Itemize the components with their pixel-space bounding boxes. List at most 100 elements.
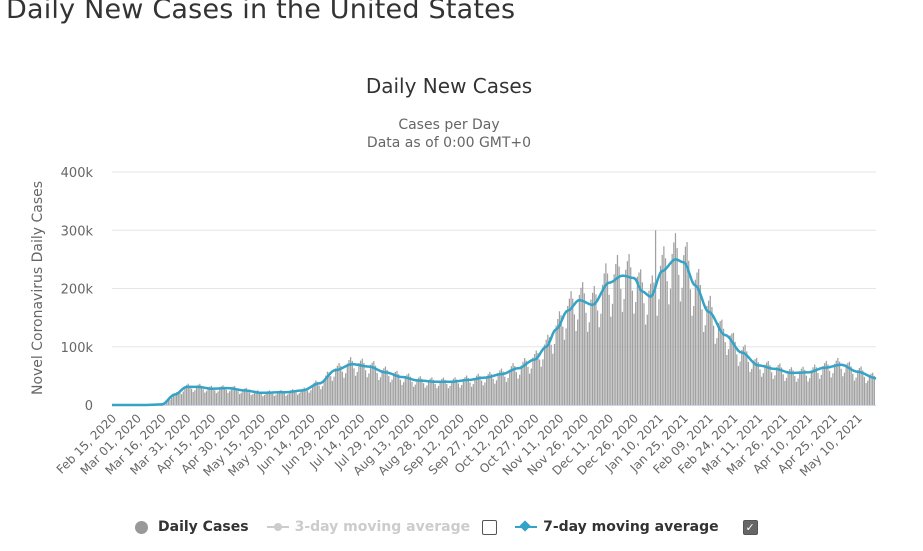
- bar: [187, 383, 189, 405]
- bar: [721, 319, 723, 405]
- bar: [857, 370, 859, 405]
- bar: [328, 372, 330, 405]
- bar: [683, 255, 685, 405]
- bar: [568, 298, 571, 405]
- bar: [250, 395, 252, 405]
- bar: [293, 390, 295, 405]
- bar: [350, 357, 352, 405]
- bar: [761, 376, 763, 405]
- bar: [502, 371, 504, 405]
- bar: [219, 387, 221, 405]
- bar: [600, 313, 602, 405]
- bar: [388, 376, 390, 405]
- bar: [742, 346, 745, 405]
- bar: [767, 360, 769, 405]
- bar: [416, 379, 418, 405]
- bar: [424, 387, 426, 405]
- bar: [413, 386, 415, 405]
- bar: [696, 272, 698, 405]
- bar: [749, 371, 751, 405]
- bar: [638, 272, 640, 405]
- bar: [182, 391, 184, 405]
- bar: [267, 391, 269, 405]
- bar: [837, 357, 839, 405]
- bar: [195, 386, 198, 405]
- bar: [288, 391, 290, 405]
- bar: [605, 263, 607, 405]
- bar: [751, 368, 753, 405]
- bar: [318, 385, 320, 405]
- bar: [529, 373, 531, 405]
- bar: [757, 362, 759, 405]
- bar: [345, 373, 347, 405]
- bar: [326, 371, 329, 405]
- checkbox-7-day-moving-average[interactable]: ✓: [742, 519, 758, 535]
- bar: [308, 392, 310, 405]
- bar: [847, 362, 849, 405]
- bar: [489, 371, 491, 405]
- bar: [394, 371, 397, 405]
- bar: [439, 380, 441, 405]
- bar: [701, 309, 703, 405]
- bar: [814, 364, 816, 405]
- bar: [222, 385, 224, 405]
- bar: [832, 373, 834, 405]
- legend-item-7-day-moving-average[interactable]: 7-day moving average: [515, 519, 719, 535]
- legend-item-daily-cases[interactable]: Daily Cases: [135, 519, 249, 535]
- line-marker-icon: [266, 521, 289, 533]
- bar: [185, 384, 188, 405]
- bar: [722, 328, 725, 405]
- bar: [177, 392, 179, 405]
- bar: [517, 378, 519, 405]
- bar: [620, 288, 622, 405]
- bar: [417, 377, 420, 405]
- bar: [626, 261, 629, 405]
- bar: [765, 362, 768, 405]
- bar: [283, 393, 285, 405]
- bar: [868, 374, 870, 405]
- bar: [593, 286, 595, 405]
- checkbox-3-day-moving-average[interactable]: [482, 519, 498, 535]
- bar: [658, 299, 660, 405]
- bar: [280, 389, 282, 405]
- bar: [762, 373, 764, 405]
- bar: [552, 353, 554, 405]
- bar: [398, 374, 400, 405]
- legend-item-3-day-moving-average[interactable]: 3-day moving average: [266, 519, 470, 535]
- bar: [835, 360, 837, 405]
- y-tick-label: 200k: [61, 283, 94, 298]
- bar: [275, 394, 277, 405]
- bar: [507, 378, 509, 405]
- bar: [477, 373, 479, 405]
- bar: [273, 395, 276, 405]
- bar: [262, 396, 264, 405]
- bar: [547, 334, 549, 405]
- bar: [543, 344, 546, 405]
- bar: [245, 387, 247, 405]
- bar: [189, 385, 191, 405]
- bar: [442, 377, 445, 405]
- bar: [298, 393, 300, 405]
- bar: [373, 361, 375, 405]
- bar: [643, 303, 645, 405]
- bar: [731, 333, 733, 405]
- bar: [371, 362, 373, 405]
- bar: [820, 374, 822, 405]
- bar: [772, 378, 774, 405]
- bar: [248, 392, 251, 405]
- bar: [227, 392, 229, 405]
- bar: [484, 382, 486, 405]
- bar: [474, 377, 476, 405]
- bar: [784, 380, 786, 405]
- bar: [769, 365, 771, 405]
- bar: [815, 367, 817, 405]
- bar: [414, 384, 416, 405]
- bar: [180, 394, 183, 405]
- bar: [852, 373, 854, 405]
- bar: [454, 377, 456, 405]
- bar: [676, 248, 678, 405]
- bar: [374, 365, 377, 405]
- bar: [492, 378, 494, 405]
- legend-label-daily-cases: Daily Cases: [158, 519, 249, 535]
